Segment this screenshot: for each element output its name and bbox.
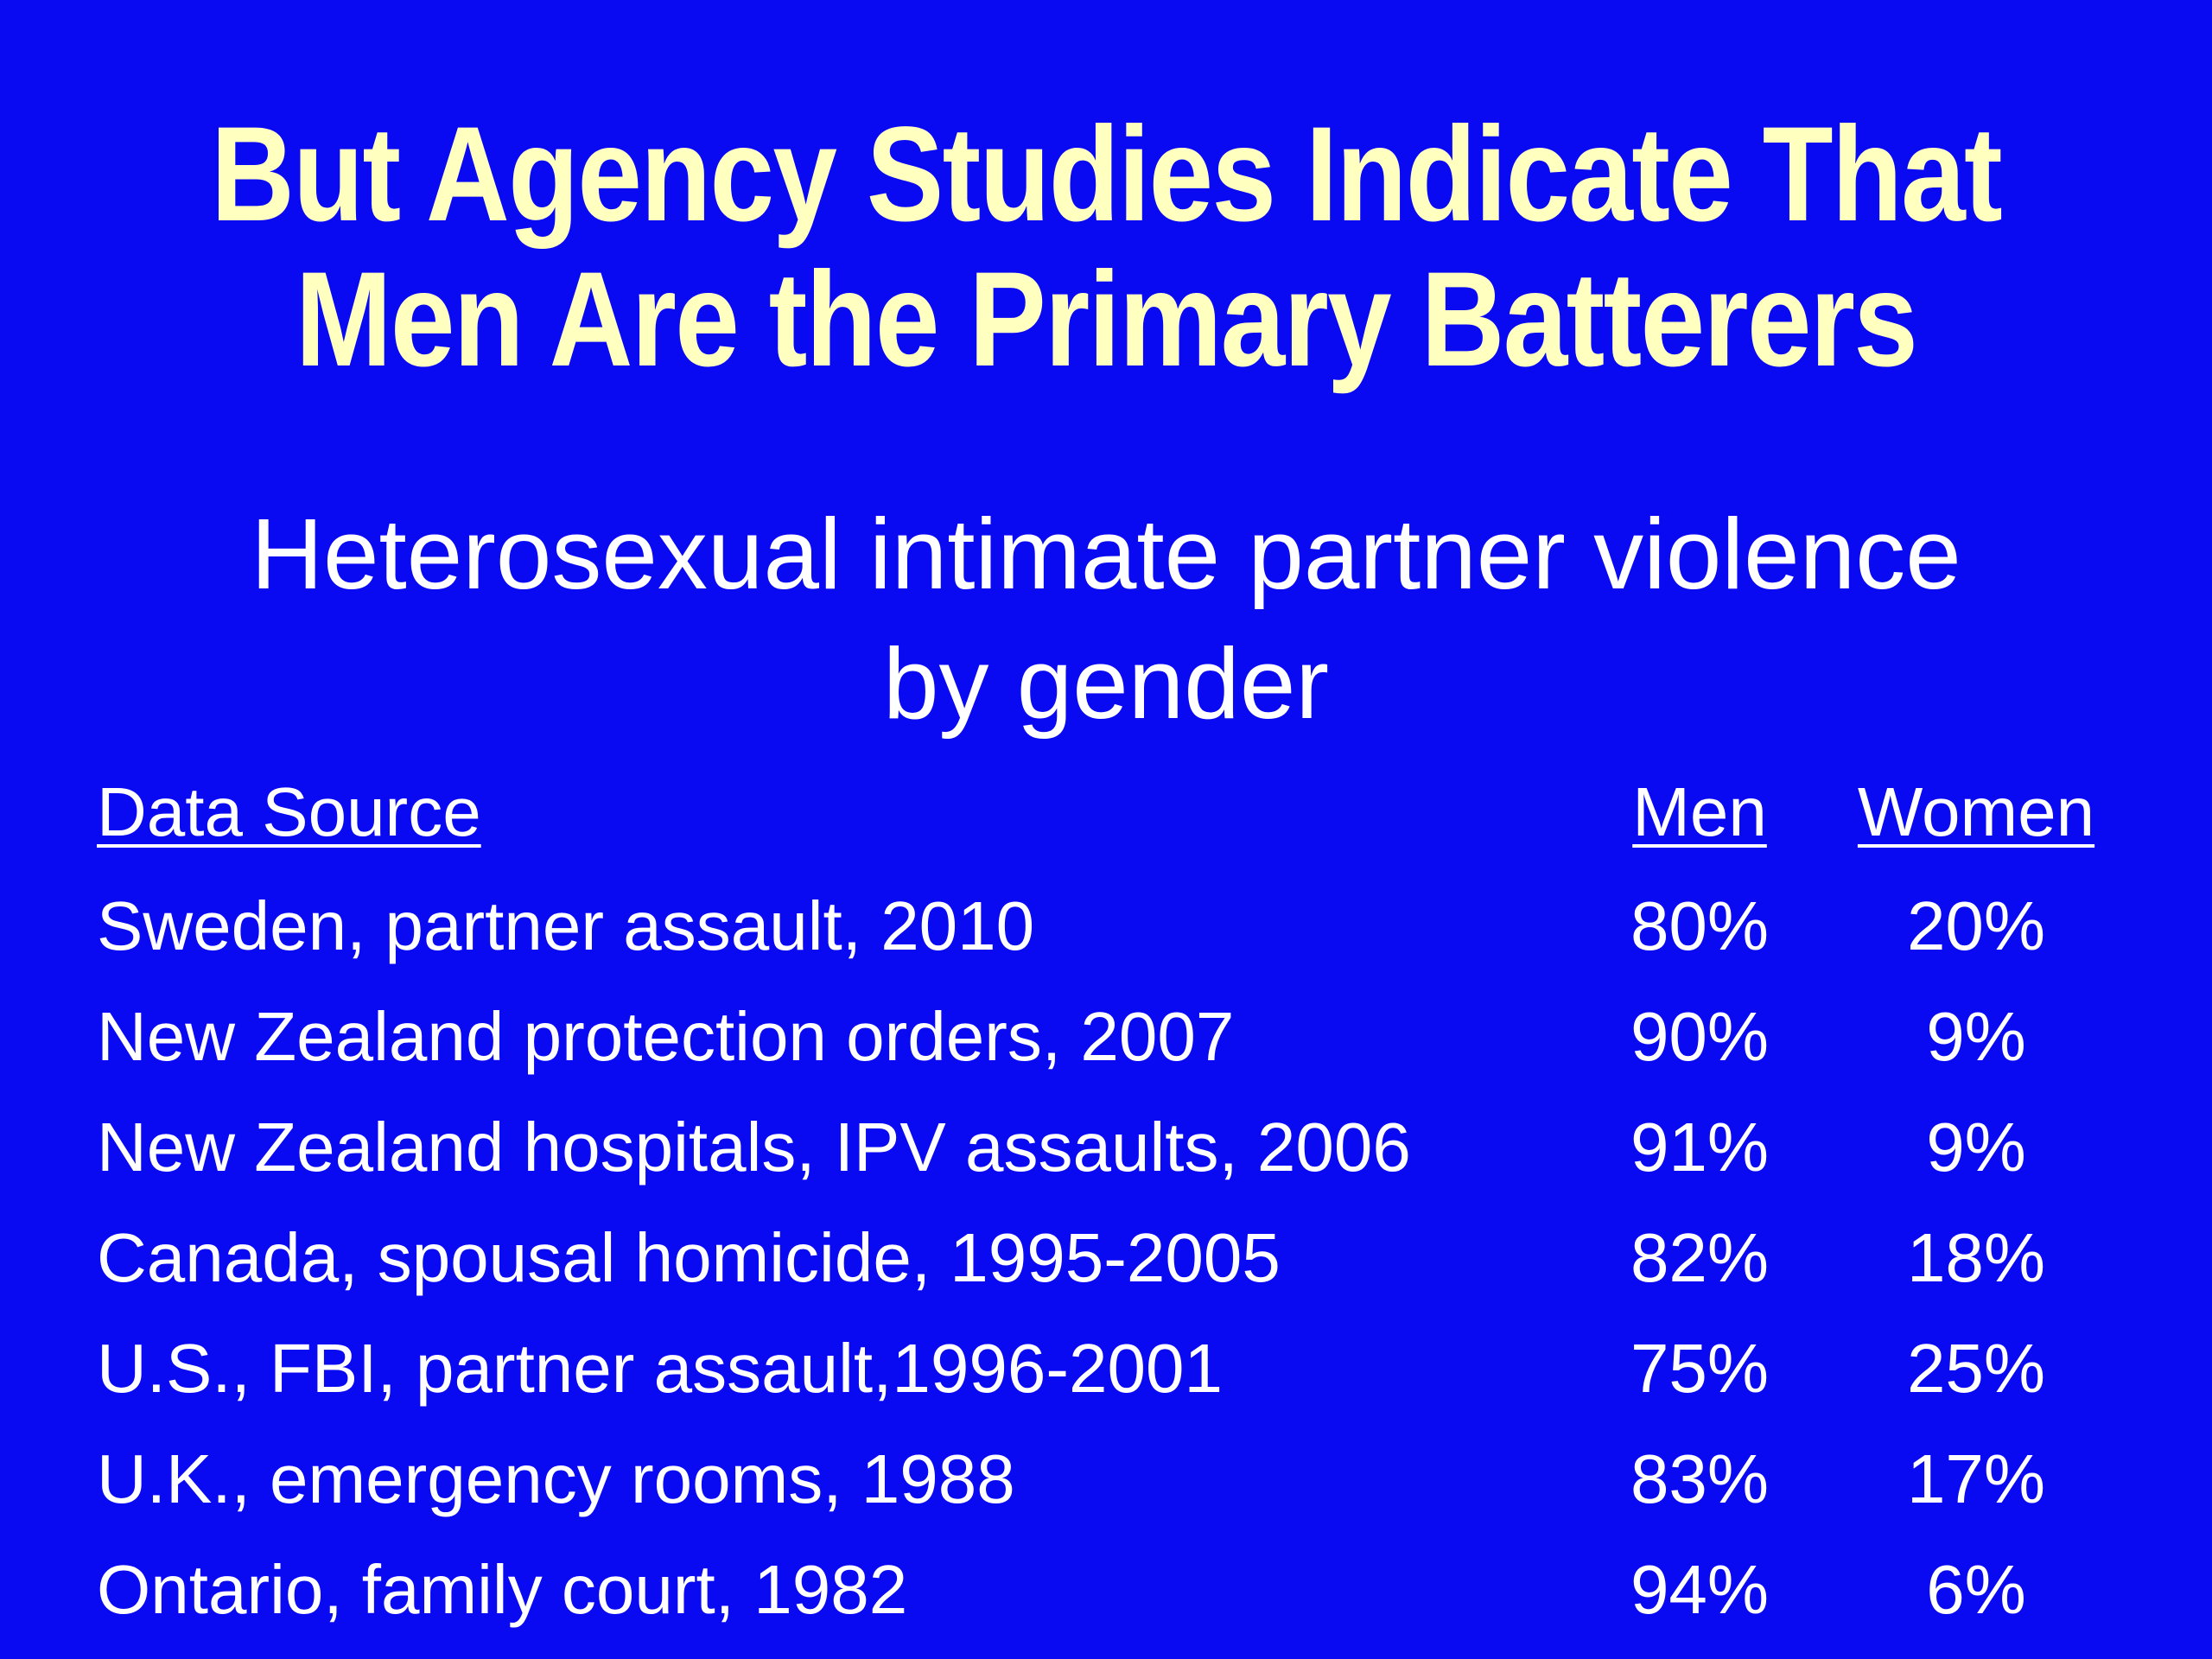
column-header-data-source: Data Source — [97, 773, 481, 850]
table-row: New Zealand hospitals, IPV assaults, 200… — [97, 1092, 2119, 1203]
row-women-value: 6% — [1926, 1551, 2026, 1628]
row-source: New Zealand hospitals, IPV assaults, 200… — [97, 1109, 1411, 1185]
row-men-value: 91% — [1630, 1109, 1770, 1185]
row-men-value: 94% — [1630, 1551, 1770, 1628]
slide-title-line-2: Men Are the Primary Batterers — [295, 245, 1918, 395]
slide-subtitle: Heterosexual intimate partner violence b… — [0, 489, 2212, 748]
row-men-value: 75% — [1630, 1330, 1770, 1407]
row-men-value: 83% — [1630, 1440, 1770, 1517]
table-row: Ontario, family court, 1982 94% 6% — [97, 1535, 2119, 1645]
row-source: Ontario, family court, 1982 — [97, 1551, 908, 1628]
row-women-value: 18% — [1906, 1219, 2046, 1296]
table-row: U.K., emergency rooms, 1988 83% 17% — [97, 1424, 2119, 1535]
row-women-value: 9% — [1926, 1109, 2026, 1185]
column-header-men: Men — [1613, 760, 1786, 864]
table-row: Sweden, partner assault, 2010 80% 20% — [97, 871, 2119, 982]
row-men-value: 80% — [1630, 887, 1770, 964]
row-women-value: 9% — [1926, 998, 2026, 1075]
column-header-women: Women — [1838, 760, 2114, 864]
row-source: U.S., FBI, partner assault,1996-2001 — [97, 1330, 1223, 1407]
row-men-value: 82% — [1630, 1219, 1770, 1296]
slide-subtitle-line-1: Heterosexual intimate partner violence — [251, 498, 1961, 610]
column-header-men-label: Men — [1632, 773, 1767, 850]
data-table: Data Source Men Women Sweden, partner as… — [97, 760, 2119, 1645]
slide-title: But Agency Studies Indicate That Men Are… — [155, 102, 2057, 392]
row-source: U.K., emergency rooms, 1988 — [97, 1440, 1015, 1517]
row-men-value: 90% — [1630, 998, 1770, 1075]
row-source: Sweden, partner assault, 2010 — [97, 887, 1035, 964]
table-header-row: Data Source Men Women — [97, 760, 2119, 864]
row-women-value: 20% — [1906, 887, 2046, 964]
slide-subtitle-line-2: by gender — [883, 627, 1329, 740]
row-women-value: 25% — [1906, 1330, 2046, 1407]
column-header-women-label: Women — [1857, 773, 2095, 850]
table-row: U.S., FBI, partner assault,1996-2001 75%… — [97, 1313, 2119, 1424]
table-row: New Zealand protection orders, 2007 90% … — [97, 982, 2119, 1092]
table-row: Canada, spousal homicide, 1995-2005 82% … — [97, 1203, 2119, 1313]
row-source: New Zealand protection orders, 2007 — [97, 998, 1235, 1075]
row-source: Canada, spousal homicide, 1995-2005 — [97, 1219, 1281, 1296]
slide-title-line-1: But Agency Studies Indicate That — [211, 99, 2003, 250]
row-women-value: 17% — [1906, 1440, 2046, 1517]
